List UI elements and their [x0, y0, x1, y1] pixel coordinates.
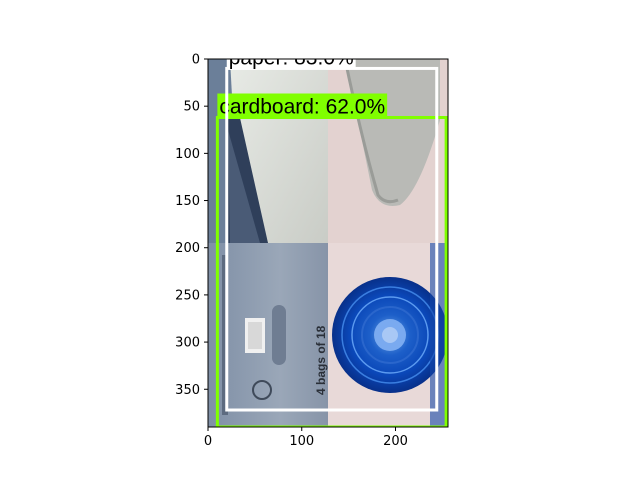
y-tick-label: 0 [192, 53, 200, 68]
detection-label-bg-cardboard [217, 93, 388, 118]
x-tick-label: 200 [383, 434, 408, 449]
quadrant-bottom-right [328, 243, 448, 427]
y-tick-label: 200 [175, 241, 200, 256]
y-tick-label: 100 [175, 147, 200, 162]
axes-frame [207, 58, 449, 428]
x-tick-label: 100 [289, 434, 314, 449]
detections: cardboard: 62.0% paper: 83.0% [215, 46, 448, 427]
y-tick-label: 50 [183, 100, 200, 115]
detection-label-cardboard: cardboard: 62.0% [219, 96, 385, 119]
detection-label-bg-paper [226, 59, 356, 69]
y-tick-label: 350 [175, 383, 200, 398]
x-tick-label: 0 [204, 434, 212, 449]
y-tick-label: 250 [175, 288, 200, 303]
y-tick-label: 300 [175, 336, 200, 351]
quadrant-top-right [328, 59, 448, 243]
bag-printed-text: 4 bags of 18 [314, 325, 328, 395]
detection-label-paper: paper: 83.0% [229, 46, 354, 69]
axis-ticks: 0 100 200 0 50 100 150 200 250 300 350 [175, 53, 408, 450]
y-tick-label: 150 [175, 194, 200, 209]
